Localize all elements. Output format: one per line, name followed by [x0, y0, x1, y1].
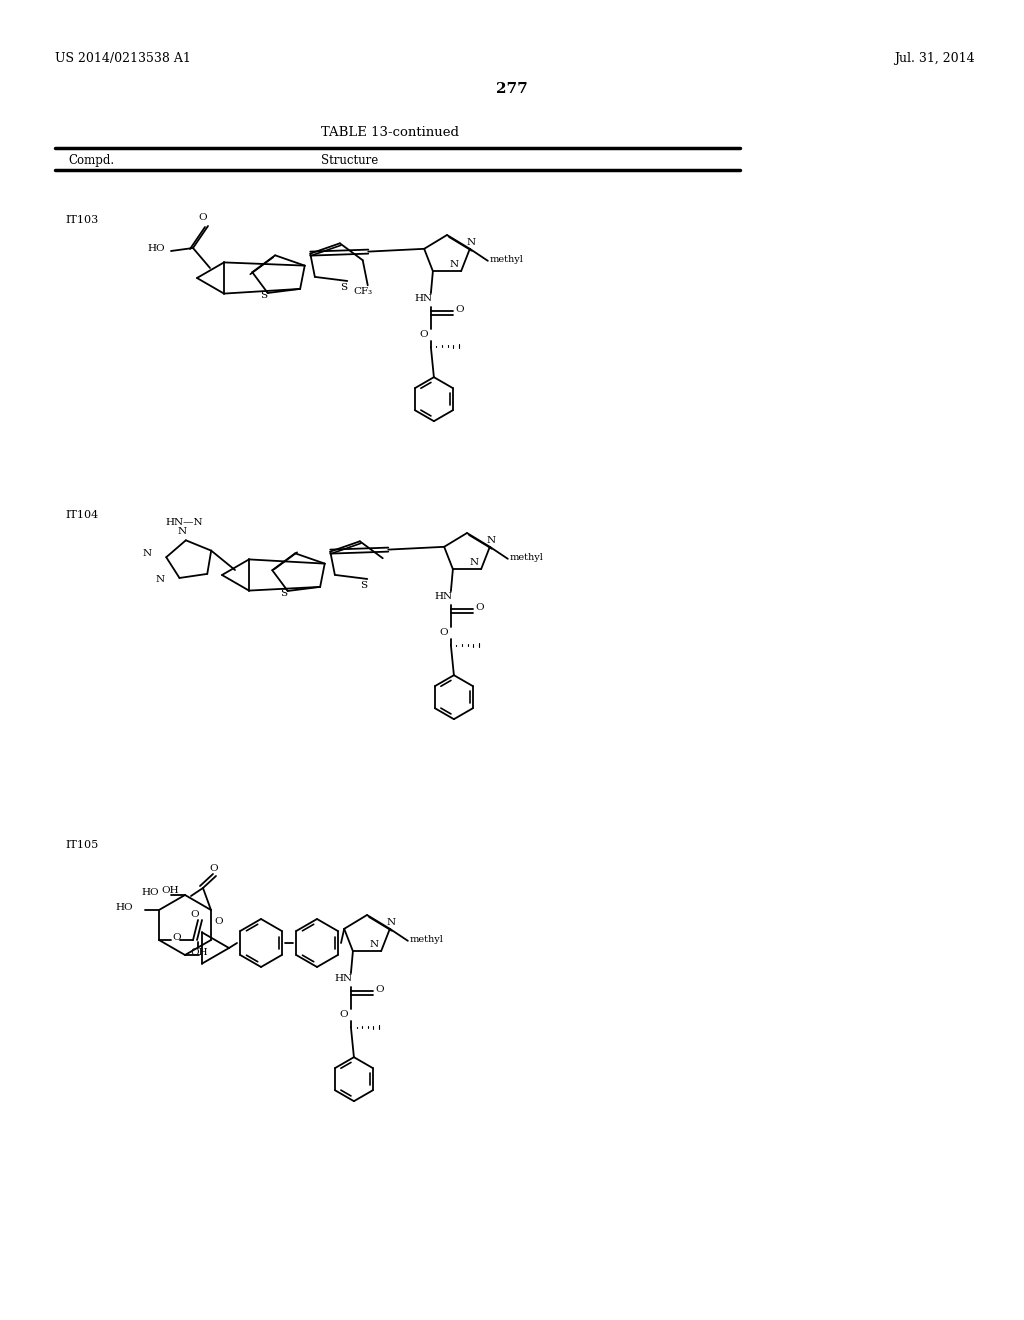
- Text: N: N: [466, 238, 475, 247]
- Text: methyl: methyl: [510, 553, 544, 562]
- Text: O: O: [439, 628, 449, 638]
- Text: US 2014/0213538 A1: US 2014/0213538 A1: [55, 51, 190, 65]
- Text: O: O: [455, 305, 464, 314]
- Text: OH: OH: [162, 886, 179, 895]
- Text: O: O: [420, 330, 428, 339]
- Text: methyl: methyl: [489, 255, 523, 264]
- Text: Jul. 31, 2014: Jul. 31, 2014: [894, 51, 975, 65]
- Text: IT104: IT104: [65, 510, 98, 520]
- Text: S: S: [340, 282, 347, 292]
- Text: IT105: IT105: [65, 840, 98, 850]
- Text: TABLE 13-continued: TABLE 13-continued: [321, 125, 459, 139]
- Text: O: O: [172, 933, 180, 942]
- Text: Structure: Structure: [322, 154, 379, 168]
- Text: N: N: [486, 536, 496, 545]
- Text: 277: 277: [496, 82, 528, 96]
- Text: N: N: [370, 940, 379, 949]
- Text: HO: HO: [116, 903, 133, 912]
- Text: HO: HO: [141, 888, 159, 898]
- Text: Compd.: Compd.: [68, 154, 114, 168]
- Text: CF₃: CF₃: [353, 288, 373, 296]
- Text: O: O: [375, 985, 384, 994]
- Text: O: O: [215, 917, 223, 927]
- Text: HN: HN: [335, 974, 353, 983]
- Text: HN: HN: [415, 294, 433, 304]
- Text: HO: HO: [147, 244, 165, 253]
- Text: N: N: [470, 558, 478, 568]
- Text: N: N: [177, 527, 186, 536]
- Text: IT103: IT103: [65, 215, 98, 224]
- Text: O: O: [475, 603, 483, 612]
- Text: S: S: [281, 589, 288, 598]
- Text: methyl: methyl: [410, 935, 443, 944]
- Text: S: S: [359, 581, 367, 590]
- Text: N: N: [142, 549, 152, 558]
- Text: N: N: [450, 260, 459, 269]
- Text: HN: HN: [435, 593, 453, 601]
- Text: O: O: [190, 909, 200, 919]
- Text: HN—N: HN—N: [166, 519, 204, 527]
- Text: O: O: [199, 213, 207, 222]
- Text: N: N: [156, 576, 165, 583]
- Text: O: O: [340, 1010, 348, 1019]
- Text: S: S: [260, 290, 267, 300]
- Text: N: N: [386, 917, 395, 927]
- Text: O: O: [210, 865, 218, 873]
- Text: OH: OH: [190, 948, 208, 957]
